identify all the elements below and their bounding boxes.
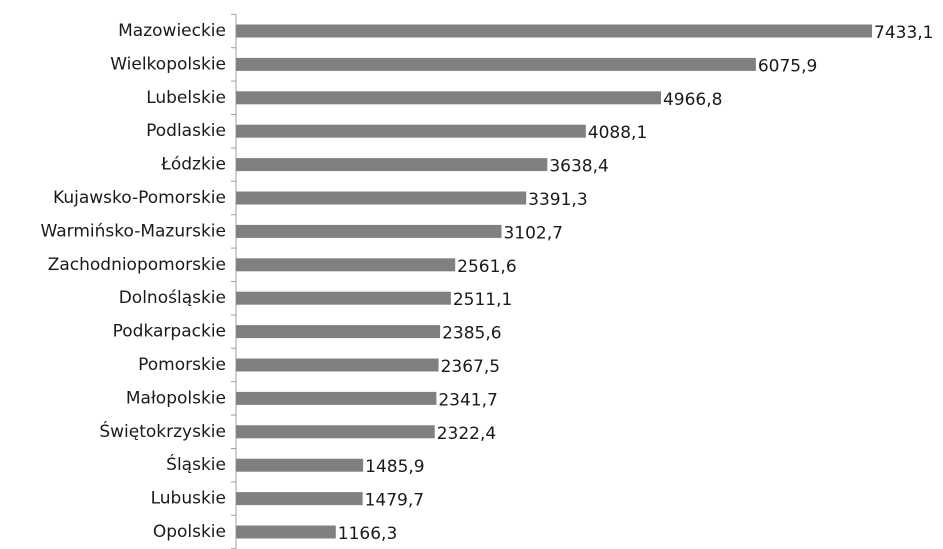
value-labels: 7433,1 6075,9 4966,8 4088,1 3638,4 3391,3 3102… [338, 23, 934, 544]
data-label: 2561,6 [457, 257, 516, 277]
data-label: 6075,9 [758, 56, 817, 76]
bar [236, 425, 435, 439]
bars [236, 24, 872, 539]
data-label: 1479,7 [365, 491, 424, 511]
category-label: Małopolskie [126, 388, 226, 408]
category-label: Śląskie [166, 453, 226, 475]
category-label: Warmińsko-Mazurskie [41, 221, 227, 241]
data-label: 1485,9 [365, 457, 424, 477]
data-label: 3638,4 [549, 157, 608, 177]
category-label: Wielkopolskie [110, 54, 226, 74]
data-label: 4966,8 [663, 90, 722, 110]
bar [236, 91, 661, 105]
category-label: Zachodniopomorskie [48, 255, 226, 275]
data-label: 1166,3 [338, 524, 397, 544]
y-axis-ticks [231, 13, 236, 549]
bar [236, 224, 502, 238]
bar [236, 191, 527, 205]
data-label: 2511,1 [453, 290, 512, 310]
category-label: Podkarpackie [113, 322, 226, 342]
bar [236, 525, 336, 539]
data-label: 3102,7 [503, 223, 562, 243]
bar [236, 124, 586, 138]
bar [236, 57, 756, 71]
category-label: Świętokrzyskie [99, 420, 226, 442]
data-label: 2341,7 [438, 390, 497, 410]
category-label: Dolnośląskie [119, 288, 226, 308]
category-label: Lubuskie [151, 489, 226, 509]
bar [236, 258, 456, 272]
data-label: 3391,3 [528, 190, 587, 210]
category-labels: Mazowieckie Wielkopolskie Lubelskie Podlask… [41, 21, 227, 542]
category-label: Łódzkie [160, 155, 226, 175]
bar [236, 158, 548, 172]
bar [236, 391, 437, 405]
bar [236, 458, 364, 472]
category-label: Lubelskie [146, 88, 226, 108]
data-label: 2367,5 [441, 357, 500, 377]
data-label: 7433,1 [874, 23, 933, 43]
category-label: Podlaskie [146, 121, 226, 141]
data-label: 4088,1 [588, 123, 647, 143]
category-label: Opolskie [153, 522, 226, 542]
bar [236, 325, 441, 339]
bar [236, 358, 439, 372]
data-label: 2322,4 [437, 424, 496, 444]
bar [236, 291, 451, 305]
category-label: Mazowieckie [118, 21, 226, 41]
category-label: Pomorskie [138, 355, 226, 375]
bar [236, 492, 363, 506]
data-label: 2385,6 [442, 324, 501, 344]
bar [236, 24, 872, 38]
category-label: Kujawsko-Pomorskie [53, 188, 226, 208]
